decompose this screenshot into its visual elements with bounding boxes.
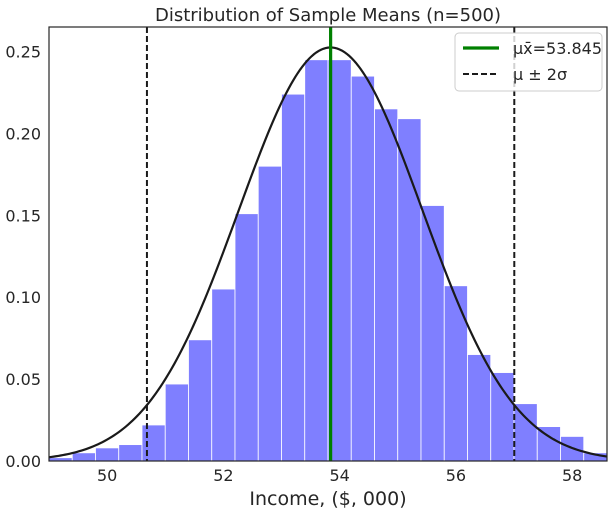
histogram-bar	[397, 118, 422, 462]
histogram-bar	[234, 213, 259, 462]
histogram-bar	[141, 424, 166, 462]
histogram-bar	[420, 205, 445, 462]
histogram-bar	[281, 93, 306, 462]
y-tick-label: 0.20	[5, 124, 41, 143]
histogram-bar	[374, 108, 399, 462]
y-tick-label: 0.15	[5, 206, 41, 225]
histogram-bar	[118, 444, 143, 462]
plot-frame	[48, 26, 608, 462]
y-tick-label: 0.00	[5, 452, 41, 471]
chart-title: Distribution of Sample Means (n=500)	[155, 5, 501, 26]
y-axis-ticks: 0.00 0.05 0.10 0.15 0.20 0.25	[5, 43, 41, 471]
legend-label-mean: μx̄=53.845	[513, 39, 602, 58]
histogram-bar	[257, 165, 282, 462]
histogram-bar	[467, 354, 492, 462]
histogram-bar	[490, 372, 515, 462]
histogram-bar	[304, 59, 329, 462]
normal-curve	[48, 46, 608, 459]
y-tick-label: 0.25	[5, 43, 41, 62]
histogram-bar	[443, 285, 468, 462]
x-tick-label: 52	[213, 466, 233, 485]
y-tick-label: 0.05	[5, 370, 41, 389]
histogram-bar	[71, 452, 96, 462]
y-tick-label: 0.10	[5, 288, 41, 307]
histogram-bars	[48, 59, 608, 462]
x-tick-label: 58	[562, 466, 582, 485]
x-tick-label: 50	[97, 466, 117, 485]
sigma-lines	[145, 27, 516, 461]
legend: μx̄=53.845 μ ± 2σ	[454, 32, 603, 92]
histogram-bar	[211, 288, 236, 462]
histogram-bar	[95, 447, 120, 462]
x-tick-label: 56	[446, 466, 466, 485]
histogram-bar	[164, 383, 189, 462]
x-axis-ticks: 50 52 54 56 58	[97, 466, 582, 485]
x-axis-label: Income, ($, 000)	[249, 488, 406, 510]
histogram-bar	[188, 339, 213, 462]
x-tick-label: 54	[329, 466, 349, 485]
legend-label-sigma: μ ± 2σ	[513, 65, 567, 84]
histogram-bar	[350, 75, 375, 462]
histogram-bar	[513, 403, 538, 462]
